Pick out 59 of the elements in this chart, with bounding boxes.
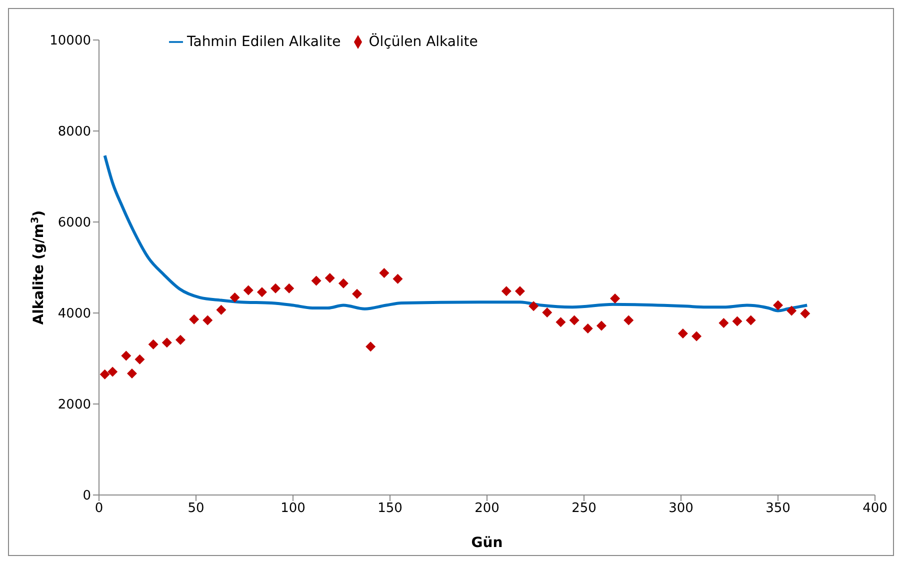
point (556, 317, 566, 328)
point (624, 315, 634, 326)
y-tick-label: 4000 (58, 306, 91, 322)
point (338, 278, 348, 288)
x-tick-label: 250 (572, 501, 596, 516)
point (230, 292, 240, 303)
point (786, 306, 797, 316)
point (202, 315, 213, 326)
point (126, 368, 137, 379)
point (366, 342, 376, 352)
x-axis-title: Gün (471, 534, 503, 551)
y-tick-label: 2000 (58, 398, 91, 413)
x-tick-label: 300 (668, 501, 694, 516)
point (352, 288, 362, 299)
x-tick-label: 100 (280, 501, 306, 516)
legend-label: Tahmin Edilen Alkalite (187, 34, 341, 50)
y-tick-label: 0 (82, 488, 91, 504)
point (569, 315, 580, 326)
point (800, 308, 810, 318)
point (746, 315, 756, 326)
point (542, 308, 552, 318)
x-tick-label: 350 (766, 501, 790, 516)
point (773, 300, 783, 310)
point (379, 268, 390, 278)
point (311, 276, 322, 286)
y-tick-label: 6000 (58, 216, 91, 231)
point (324, 272, 335, 283)
point (256, 287, 267, 298)
x-tick-label: 50 (188, 501, 204, 516)
point (678, 328, 688, 338)
point (582, 323, 593, 334)
point (528, 301, 539, 312)
point (134, 354, 145, 364)
point (692, 331, 702, 342)
point (284, 283, 294, 294)
point (175, 334, 186, 345)
point (718, 318, 729, 328)
point (216, 304, 226, 315)
legend-label: Ölçülen Alkalite (368, 34, 478, 50)
point (189, 314, 200, 324)
point (108, 366, 118, 377)
point (121, 350, 132, 361)
point (610, 293, 620, 304)
point (501, 286, 512, 296)
point (392, 274, 403, 284)
point (148, 339, 158, 350)
point (732, 316, 742, 326)
point (162, 338, 172, 348)
point (596, 320, 606, 331)
x-tick-label: 400 (862, 501, 888, 516)
y-tick-label: 8000 (58, 124, 91, 140)
point (270, 283, 281, 294)
x-tick-label: 0 (94, 501, 104, 516)
point (100, 369, 110, 380)
point (243, 285, 254, 296)
y-tick-label: 10000 (50, 34, 91, 49)
point (514, 286, 525, 296)
x-tick-label: 150 (378, 501, 402, 516)
x-tick-label: 200 (474, 501, 500, 516)
